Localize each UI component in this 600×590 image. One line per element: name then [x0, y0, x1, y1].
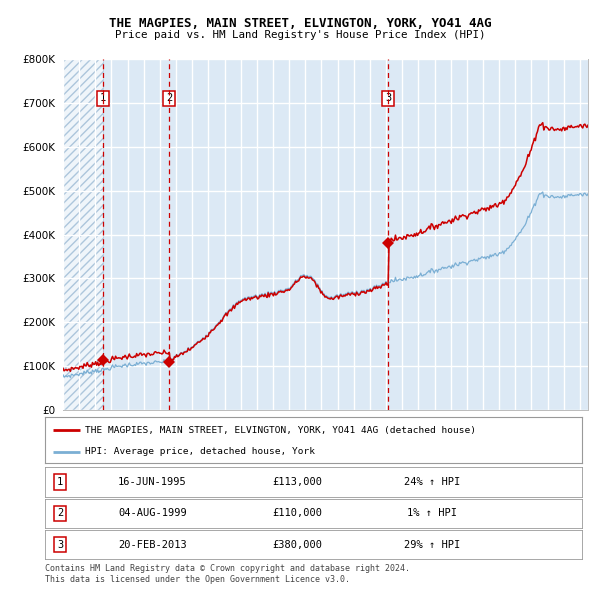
Text: 3: 3	[385, 93, 391, 103]
Text: 3: 3	[57, 540, 63, 549]
Text: THE MAGPIES, MAIN STREET, ELVINGTON, YORK, YO41 4AG (detached house): THE MAGPIES, MAIN STREET, ELVINGTON, YOR…	[85, 425, 476, 434]
Text: This data is licensed under the Open Government Licence v3.0.: This data is licensed under the Open Gov…	[45, 575, 350, 584]
Text: 2: 2	[57, 509, 63, 518]
Text: 2: 2	[166, 93, 173, 103]
Text: Contains HM Land Registry data © Crown copyright and database right 2024.: Contains HM Land Registry data © Crown c…	[45, 564, 410, 573]
Text: Price paid vs. HM Land Registry's House Price Index (HPI): Price paid vs. HM Land Registry's House …	[115, 30, 485, 40]
Text: 1% ↑ HPI: 1% ↑ HPI	[407, 509, 457, 518]
Text: HPI: Average price, detached house, York: HPI: Average price, detached house, York	[85, 447, 315, 456]
Text: £113,000: £113,000	[272, 477, 322, 487]
Text: 04-AUG-1999: 04-AUG-1999	[118, 509, 187, 518]
Text: 24% ↑ HPI: 24% ↑ HPI	[404, 477, 460, 487]
Text: 20-FEB-2013: 20-FEB-2013	[118, 540, 187, 549]
Text: £110,000: £110,000	[272, 509, 322, 518]
Text: 29% ↑ HPI: 29% ↑ HPI	[404, 540, 460, 549]
Text: 1: 1	[57, 477, 63, 487]
Text: 1: 1	[100, 93, 106, 103]
Text: £380,000: £380,000	[272, 540, 322, 549]
Text: THE MAGPIES, MAIN STREET, ELVINGTON, YORK, YO41 4AG: THE MAGPIES, MAIN STREET, ELVINGTON, YOR…	[109, 17, 491, 30]
Text: 16-JUN-1995: 16-JUN-1995	[118, 477, 187, 487]
